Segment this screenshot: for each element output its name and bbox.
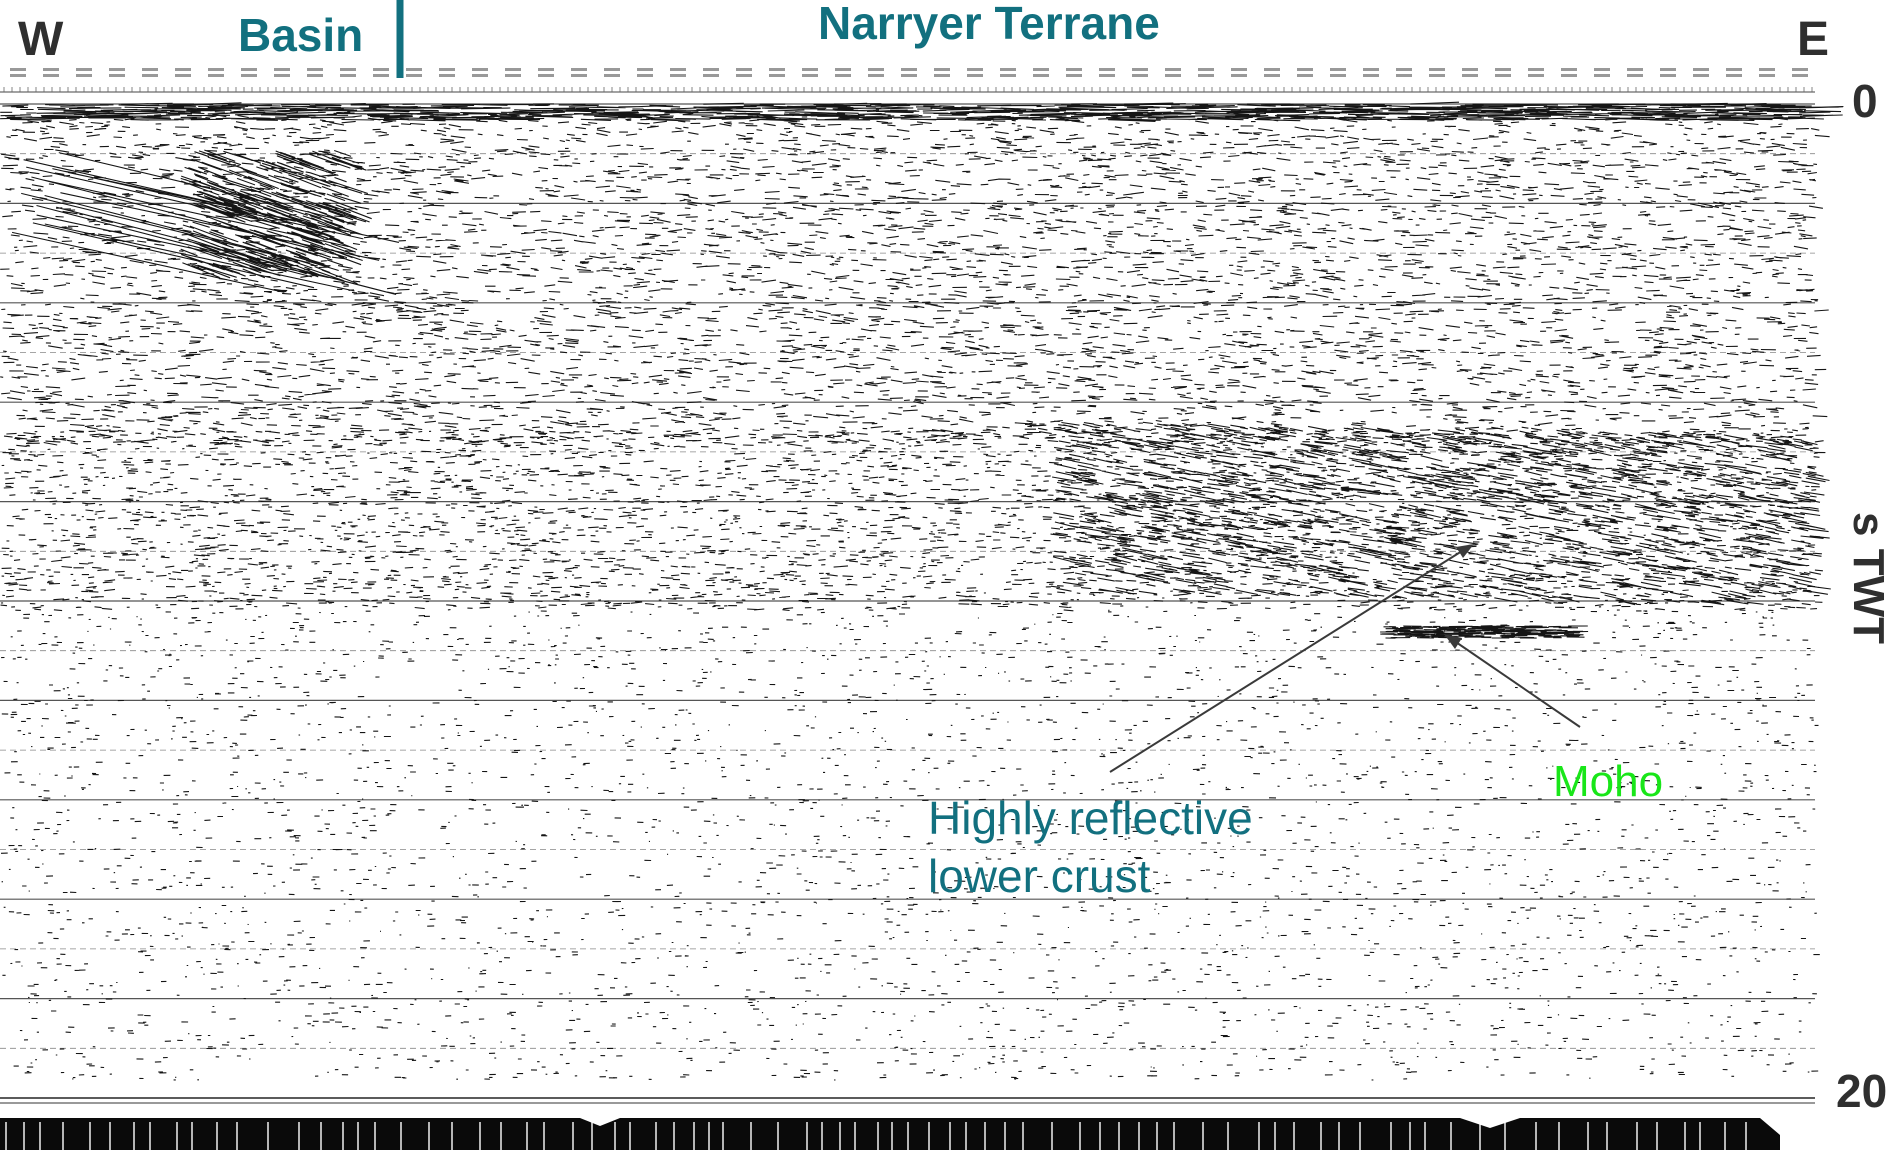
lower-crust-arrowhead (1456, 544, 1474, 558)
axis-title: s TWT (1844, 512, 1893, 644)
moho-arrowhead (1444, 634, 1462, 649)
west-label: W (18, 13, 64, 66)
terrane-label: Narryer Terrane (818, 0, 1160, 49)
lower-crust-line-2: lower crust (928, 850, 1151, 902)
bottom-trace-band (0, 1097, 1815, 1150)
lower-crust-arrow (1109, 545, 1471, 773)
moho-arrow (1449, 637, 1581, 728)
axis-top-value: 0 (1852, 75, 1878, 127)
lower-crust-annotation: Highly reflective lower crust (928, 789, 1253, 905)
shotpoint-ruler (0, 68, 1815, 93)
moho-annotation: Moho (1553, 757, 1664, 806)
seismic-reflectors (0, 101, 1844, 1081)
east-label: E (1797, 13, 1830, 66)
axis-bottom-value: 20 (1836, 1065, 1888, 1117)
basin-label: Basin (238, 9, 364, 61)
lower-crust-line-1: Highly reflective (928, 792, 1253, 844)
